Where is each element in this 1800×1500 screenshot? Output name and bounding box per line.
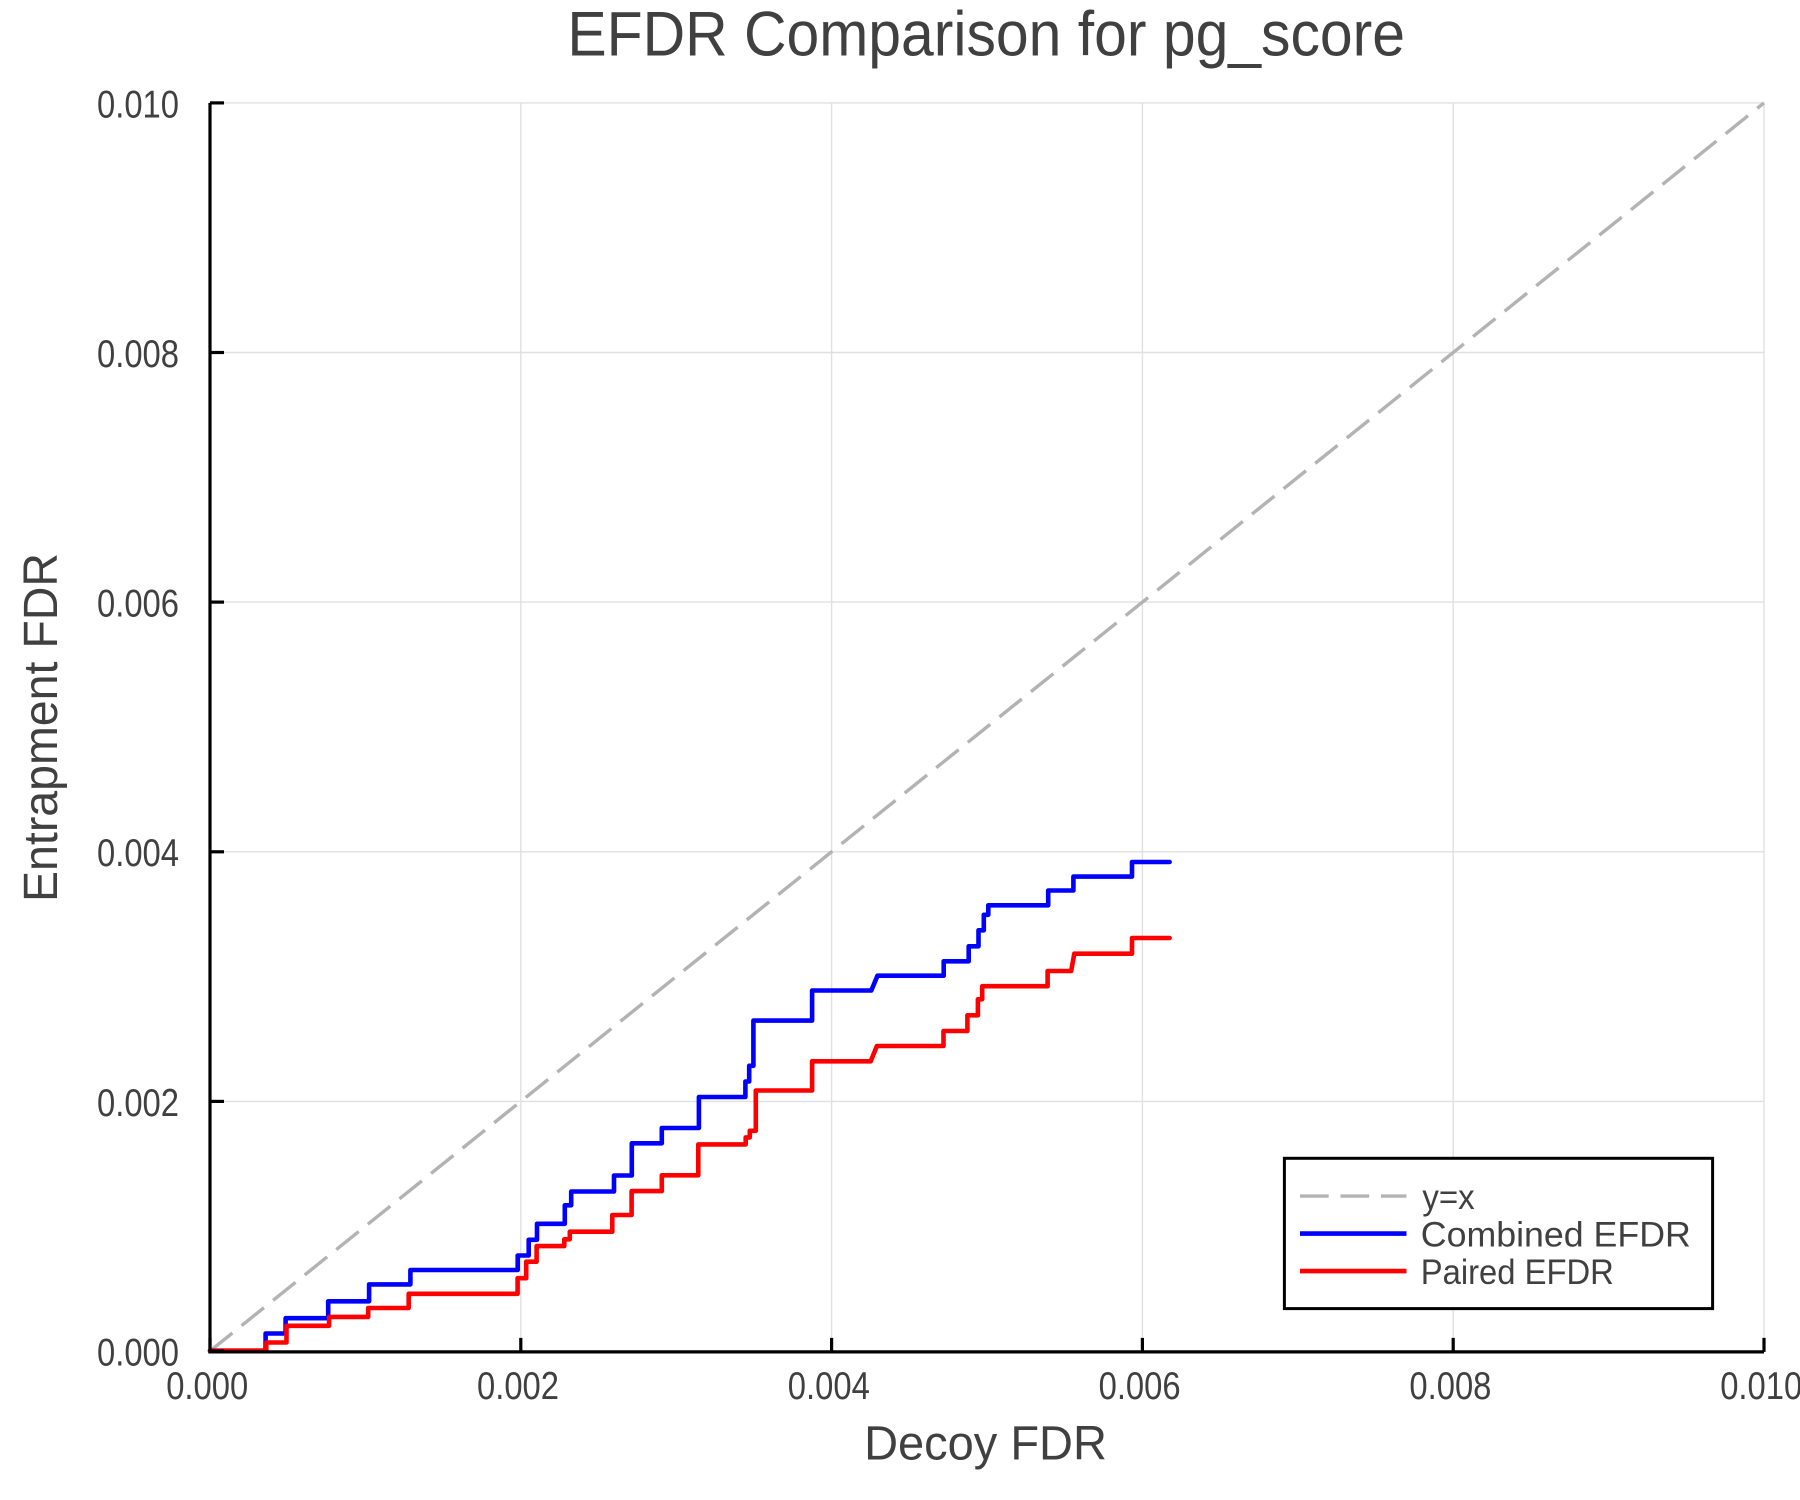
svg-text:Combined EFDR: Combined EFDR	[1421, 1214, 1691, 1254]
svg-text:0.004: 0.004	[97, 832, 179, 875]
svg-text:EFDR Comparison for pg_score: EFDR Comparison for pg_score	[567, 0, 1405, 69]
svg-text:0.002: 0.002	[477, 1365, 559, 1408]
svg-text:0.006: 0.006	[97, 583, 179, 626]
svg-text:0.004: 0.004	[788, 1365, 870, 1408]
svg-text:Entrapment FDR: Entrapment FDR	[14, 553, 68, 902]
svg-text:0.008: 0.008	[1409, 1365, 1491, 1408]
svg-text:0.000: 0.000	[166, 1365, 248, 1408]
svg-text:0.000: 0.000	[97, 1331, 179, 1374]
svg-text:0.006: 0.006	[1099, 1365, 1181, 1408]
svg-text:y=x: y=x	[1422, 1177, 1475, 1217]
svg-text:Decoy FDR: Decoy FDR	[864, 1416, 1107, 1470]
svg-text:0.008: 0.008	[97, 333, 179, 376]
svg-text:0.002: 0.002	[97, 1082, 179, 1125]
svg-text:0.010: 0.010	[97, 83, 179, 126]
svg-text:0.010: 0.010	[1720, 1365, 1800, 1408]
svg-text:Paired EFDR: Paired EFDR	[1421, 1252, 1614, 1292]
